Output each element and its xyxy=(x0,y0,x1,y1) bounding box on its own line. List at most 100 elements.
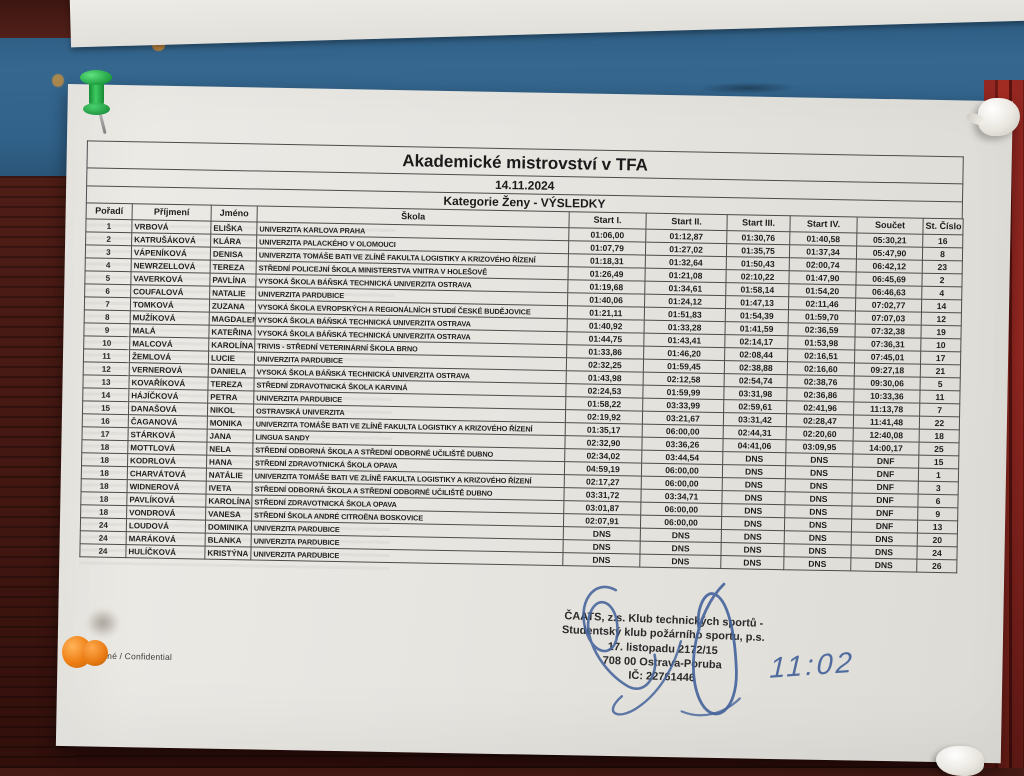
start3-cell: 01:54,39 xyxy=(725,308,789,323)
total-cell: 07:32,38 xyxy=(854,323,922,339)
bib-cell: 11 xyxy=(919,390,961,404)
rank-cell: 15 xyxy=(82,400,129,415)
firstname-cell: KAROLÍNA xyxy=(208,338,255,352)
total-cell: DNS xyxy=(850,544,918,560)
rank-cell: 8 xyxy=(84,309,131,324)
firstname-cell: BLANKA xyxy=(205,533,252,547)
firstname-cell: PAVLÍNA xyxy=(209,273,257,287)
start3-cell: DNS xyxy=(722,451,786,466)
white-pushpin-icon xyxy=(978,98,1020,136)
start4-cell: 01:40,58 xyxy=(789,231,857,246)
total-cell: 12:40,08 xyxy=(853,427,920,443)
column-header: Jméno xyxy=(211,205,258,222)
start4-cell: DNS xyxy=(785,452,853,467)
start3-cell: 02:14,17 xyxy=(724,334,789,349)
bib-cell: 13 xyxy=(917,520,958,534)
start3-cell: 02:59,61 xyxy=(723,399,787,414)
total-cell: 10:33,36 xyxy=(853,388,921,404)
firstname-cell: NATÁLIE xyxy=(206,468,253,482)
firstname-cell: KATEŘINA xyxy=(208,325,256,339)
start4-cell: DNS xyxy=(784,517,852,532)
start4-cell: 01:54,20 xyxy=(788,283,856,298)
start3-cell: 01:47,13 xyxy=(725,295,789,310)
rank-cell: 24 xyxy=(80,517,127,532)
results-table: Pořadí Příjmení Jméno Škola Start I. Start II… xyxy=(79,202,964,573)
start4-cell: 01:47,90 xyxy=(788,270,857,285)
bib-cell: 3 xyxy=(918,481,959,495)
total-cell: 11:13,78 xyxy=(853,401,920,417)
start2-cell: DNS xyxy=(639,554,721,569)
firstname-cell: NELA xyxy=(206,442,253,456)
column-header: Start IV. xyxy=(789,215,858,233)
bib-cell: 9 xyxy=(917,507,958,521)
start3-cell: 04:41,06 xyxy=(722,438,787,453)
rank-cell: 18 xyxy=(81,452,128,467)
firstname-cell: DANIELA xyxy=(208,364,255,378)
bib-cell: 21 xyxy=(920,364,961,378)
rank-cell: 6 xyxy=(84,283,131,298)
bib-cell: 4 xyxy=(921,286,962,300)
start3-cell: DNS xyxy=(721,490,786,505)
firstname-cell: MONIKA xyxy=(207,416,254,430)
start3-cell: 01:30,76 xyxy=(726,230,790,245)
start3-cell: DNS xyxy=(722,464,786,479)
white-pushpin-icon xyxy=(936,746,984,776)
start4-cell: DNS xyxy=(785,465,853,480)
bib-cell: 24 xyxy=(916,546,958,560)
rank-cell: 1 xyxy=(85,218,133,233)
total-cell: 09:27,18 xyxy=(854,362,921,378)
bib-cell: 5 xyxy=(920,377,961,391)
start4-cell: 02:28,47 xyxy=(786,413,854,428)
wall-dark-corner xyxy=(0,0,82,38)
column-header: Součet xyxy=(856,216,924,235)
bib-cell: 20 xyxy=(917,533,958,547)
rank-cell: 12 xyxy=(83,361,130,376)
start4-cell: 02:36,86 xyxy=(786,387,855,402)
start4-cell: 02:38,76 xyxy=(787,374,855,389)
bib-cell: 17 xyxy=(920,351,961,365)
firstname-cell: NIKOL xyxy=(207,403,254,417)
start1-cell: DNS xyxy=(562,552,640,568)
start3-cell: DNS xyxy=(722,477,786,492)
bib-cell: 6 xyxy=(917,494,959,508)
firstname-cell: ELIŠKA xyxy=(210,221,258,235)
bib-cell: 25 xyxy=(918,442,960,456)
start3-cell: 01:35,75 xyxy=(726,243,790,258)
start4-cell: 02:11,46 xyxy=(788,296,856,311)
rank-cell: 14 xyxy=(82,387,129,402)
firstname-cell: NATALIE xyxy=(209,286,256,300)
bib-cell: 15 xyxy=(918,455,959,469)
firstname-cell: KLÁRA xyxy=(210,234,257,248)
start4-cell: DNS xyxy=(784,504,852,519)
start3-cell: DNS xyxy=(721,516,785,531)
rank-cell: 17 xyxy=(81,426,129,441)
table-body: 1 VRBOVÁ ELIŠKA UNIVERZITA KARLOVA PRAHA 01:… xyxy=(79,218,963,573)
start4-cell: 01:53,98 xyxy=(787,335,855,350)
total-cell: DNF xyxy=(852,479,919,495)
start4-cell: DNS xyxy=(784,530,852,545)
bib-cell: 1 xyxy=(918,468,959,482)
rank-cell: 4 xyxy=(85,257,132,272)
total-cell: 06:46,63 xyxy=(855,284,922,300)
bib-cell: 2 xyxy=(921,273,963,287)
firstname-cell: JANA xyxy=(206,429,254,443)
total-cell: 07:36,31 xyxy=(854,336,921,352)
start3-cell: DNS xyxy=(720,542,785,557)
start3-cell: 02:08,44 xyxy=(724,347,788,362)
bib-cell: 22 xyxy=(919,416,960,430)
firstname-cell: ZUZANA xyxy=(209,299,256,313)
total-cell: 05:30,21 xyxy=(856,232,923,248)
bib-cell: 26 xyxy=(916,559,957,573)
start3-cell: DNS xyxy=(721,529,785,544)
bib-cell: 23 xyxy=(922,260,963,274)
start3-cell: 02:44,31 xyxy=(723,425,787,440)
start4-cell: 02:36,59 xyxy=(788,322,856,337)
firstname-cell: HANA xyxy=(206,455,253,469)
start4-cell: 02:16,60 xyxy=(787,361,855,376)
start4-cell: DNS xyxy=(784,491,853,506)
rank-cell: 24 xyxy=(79,543,127,558)
rank-cell: 7 xyxy=(84,296,131,311)
firstname-cell: TEREZA xyxy=(210,260,257,274)
total-cell: DNS xyxy=(850,557,917,573)
rank-cell: 13 xyxy=(82,374,130,389)
